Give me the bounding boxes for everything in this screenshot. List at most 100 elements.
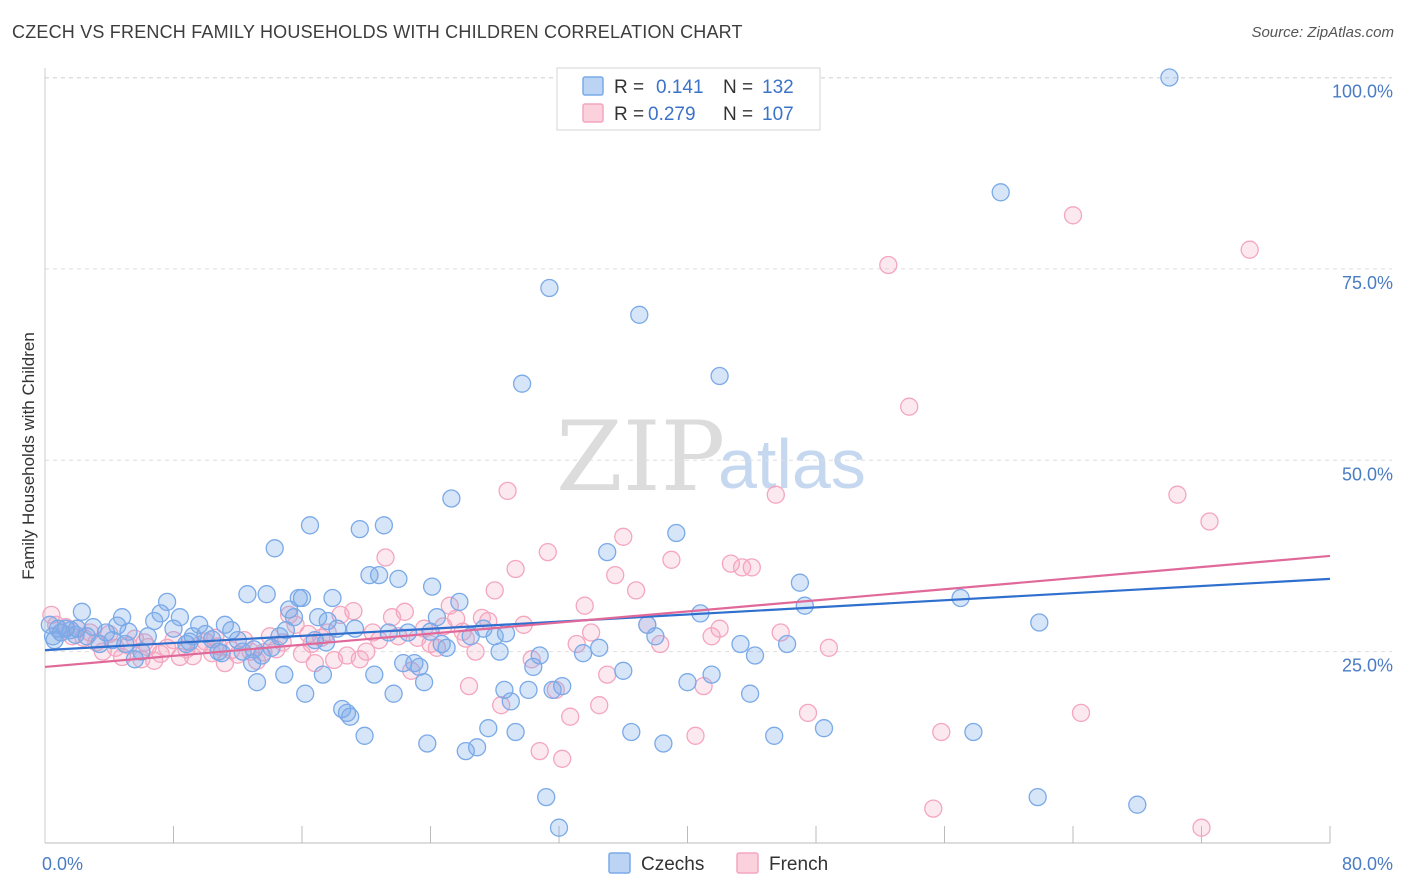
french-point xyxy=(879,255,898,275)
french-point xyxy=(1192,818,1211,837)
czech-points xyxy=(40,68,1179,837)
czech-point xyxy=(710,366,729,386)
czech-point xyxy=(318,611,337,631)
czech-point xyxy=(275,665,294,684)
french-point xyxy=(1200,512,1219,531)
legend-r-label-czechs: R = xyxy=(614,77,644,98)
czech-point xyxy=(323,588,342,608)
czech-point xyxy=(369,565,389,585)
czech-point xyxy=(341,707,360,726)
source-credit: Source: ZipAtlas.com xyxy=(1251,24,1394,41)
czech-point xyxy=(157,592,177,612)
czech-point xyxy=(138,627,157,646)
czech-point xyxy=(598,542,617,562)
french-point xyxy=(376,548,395,567)
czech-point xyxy=(512,374,532,393)
french-point xyxy=(567,634,586,654)
french-point xyxy=(459,676,479,696)
bottom-legend: Czechs French xyxy=(608,852,828,875)
czech-point xyxy=(530,646,549,665)
french-point xyxy=(732,558,752,577)
french-point xyxy=(492,696,511,715)
french-point xyxy=(286,615,305,634)
czech-point xyxy=(132,642,151,661)
french-point xyxy=(900,397,919,416)
czech-point xyxy=(573,644,593,663)
czech-point xyxy=(422,577,442,596)
legend: R = 0.141 N = 132 R = 0.279 N = 107 xyxy=(556,67,821,131)
czech-point xyxy=(1128,795,1147,814)
french-point xyxy=(530,741,549,761)
y-axis-title: Family Households with Children xyxy=(19,332,38,580)
czech-point xyxy=(355,726,374,745)
czech-point xyxy=(702,665,721,684)
czech-point xyxy=(765,726,784,745)
czech-point xyxy=(66,625,85,644)
french-point xyxy=(798,703,818,723)
czech-point xyxy=(360,565,379,585)
french-point xyxy=(344,601,363,621)
legend-n-label-czechs: N = xyxy=(723,77,753,98)
czech-point xyxy=(265,539,284,558)
y-tick-label: 100.0% xyxy=(1332,82,1393,102)
legend-swatch-french xyxy=(582,103,604,123)
french-point xyxy=(662,550,681,569)
czech-point xyxy=(745,646,765,665)
czech-point xyxy=(190,615,209,634)
czech-point xyxy=(553,676,572,696)
french-point xyxy=(581,623,601,642)
czech-point xyxy=(1160,68,1179,87)
czech-point xyxy=(72,602,92,621)
czech-point xyxy=(540,278,559,298)
y-tick-label: 75.0% xyxy=(1342,273,1393,293)
french-point xyxy=(553,749,572,768)
czech-point xyxy=(284,608,304,627)
french-point xyxy=(498,481,517,501)
czech-point xyxy=(790,573,810,592)
french-point xyxy=(932,722,951,742)
french-point xyxy=(1071,703,1091,723)
czech-point xyxy=(365,665,384,684)
czech-point xyxy=(292,588,312,608)
legend-n-value-french: 107 xyxy=(762,104,794,125)
y-tick-label: 25.0% xyxy=(1342,656,1393,676)
czech-point xyxy=(345,619,365,638)
czech-point xyxy=(654,734,673,753)
czech-point xyxy=(991,183,1010,202)
chart-title: CZECH VS FRENCH FAMILY HOUSEHOLDS WITH C… xyxy=(12,22,743,42)
bottom-legend-label-czechs: Czechs xyxy=(641,854,704,875)
czech-point xyxy=(418,734,437,753)
czech-point xyxy=(667,523,686,543)
czech-point xyxy=(501,692,520,711)
czech-trend-line xyxy=(44,577,1331,652)
czech-point xyxy=(108,616,127,635)
czech-point xyxy=(495,680,514,700)
czech-point xyxy=(170,608,190,627)
french-point xyxy=(1240,240,1259,259)
czech-point xyxy=(519,680,538,700)
french-point xyxy=(1168,485,1187,504)
czech-point xyxy=(238,585,257,604)
czech-point xyxy=(296,684,315,703)
french-point xyxy=(924,799,943,818)
legend-n-value-czechs: 132 xyxy=(762,77,794,98)
czech-point xyxy=(814,719,834,738)
french-point xyxy=(1063,206,1083,225)
czech-point xyxy=(313,665,333,684)
czech-point xyxy=(537,787,556,807)
grid-lines xyxy=(45,77,1392,653)
czech-point xyxy=(506,722,525,742)
czech-point xyxy=(777,634,797,654)
french-point xyxy=(626,581,646,600)
french-point xyxy=(590,696,609,715)
french-point xyxy=(742,558,761,577)
czech-point xyxy=(276,621,296,640)
czech-point xyxy=(490,642,509,661)
french-points xyxy=(42,206,1259,837)
czech-point xyxy=(410,657,429,677)
czech-point xyxy=(549,818,569,837)
french-point xyxy=(721,554,741,573)
x-tick-label: 0.0% xyxy=(42,854,83,874)
czech-point xyxy=(45,630,64,650)
